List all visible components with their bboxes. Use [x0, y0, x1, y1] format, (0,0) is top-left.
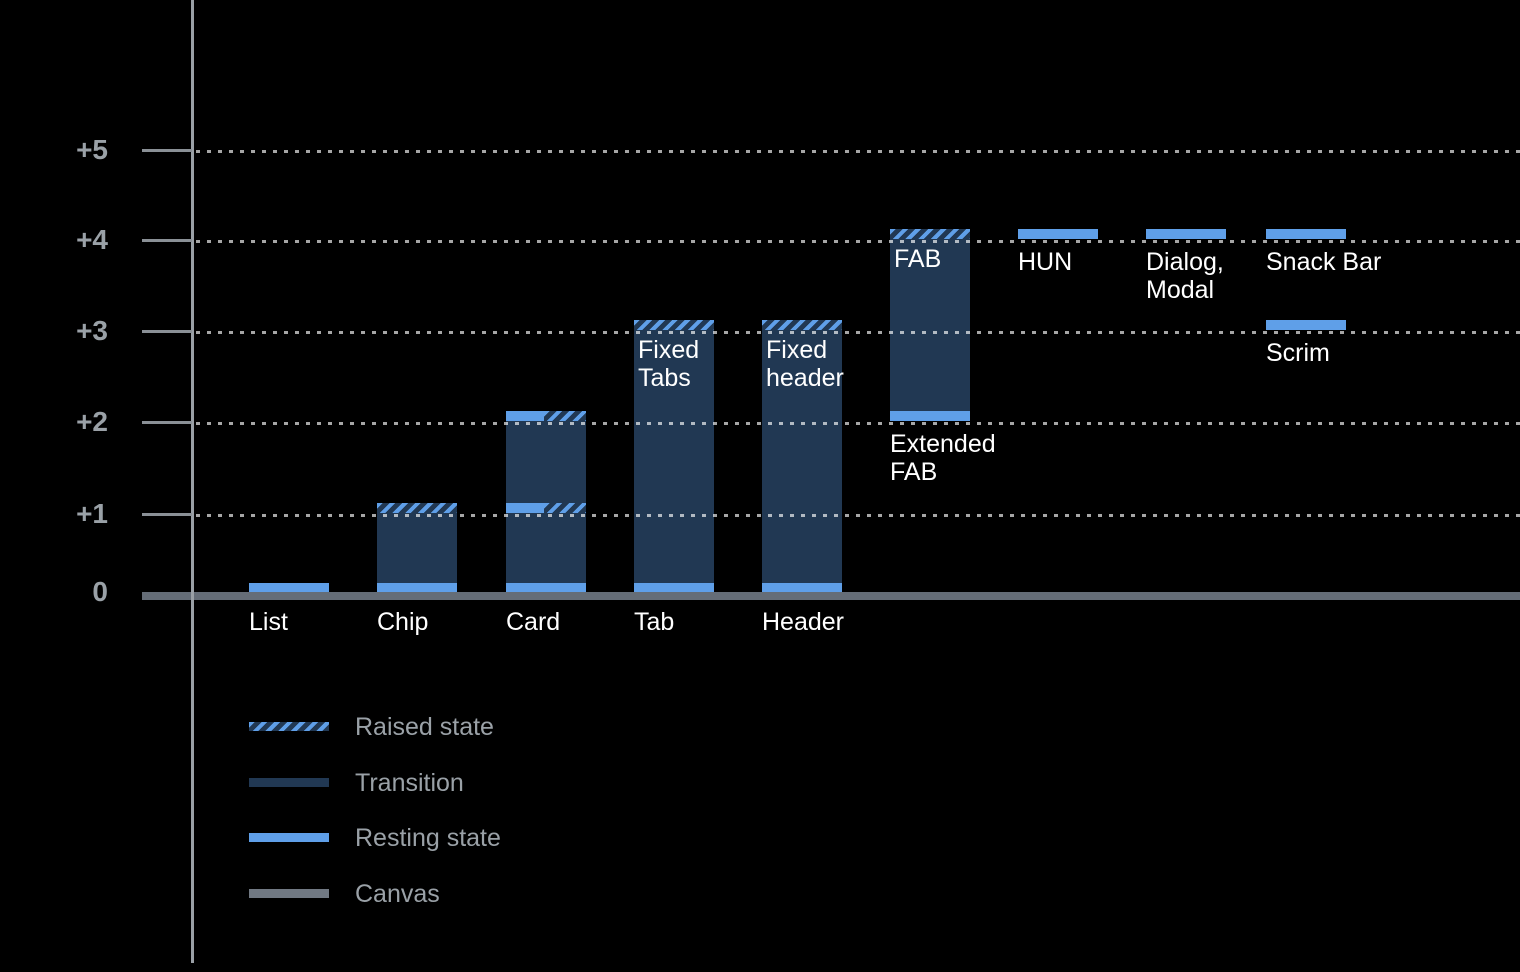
- legend-swatch-raised: [249, 722, 329, 731]
- segment-raised-tab: [634, 320, 714, 330]
- segment-raised-chip: [377, 503, 457, 513]
- category-label-card: Card: [506, 608, 561, 636]
- legend-row-transition: Transition: [249, 768, 669, 798]
- raised-part: [544, 503, 586, 513]
- legend-swatch-resting: [249, 833, 329, 843]
- legend-row-resting: Resting state: [249, 823, 669, 853]
- segment-resting-hun: [1018, 229, 1098, 239]
- bar-label-header: Fixed header: [766, 336, 844, 392]
- category-label-list: List: [249, 608, 288, 636]
- segment-transition-extended-fab: [890, 239, 970, 421]
- category-label-tab: Tab: [634, 608, 675, 636]
- segment-resting-list: [249, 583, 329, 592]
- legend-row-canvas: Canvas: [249, 879, 669, 909]
- below-label-hun: HUN: [1018, 248, 1073, 276]
- segment-transition-header: [762, 330, 842, 591]
- y-tick-label-+3: +3: [76, 315, 108, 346]
- legend-label-resting: Resting state: [355, 824, 501, 853]
- category-label-chip: Chip: [377, 608, 429, 636]
- grid-line-+5: [196, 150, 1520, 153]
- below-label-scrim: Scrim: [1266, 339, 1330, 367]
- legend-swatch-canvas: [249, 889, 329, 899]
- y-tick-+4: [142, 239, 192, 242]
- legend-row-raised: Raised state: [249, 712, 669, 742]
- bar-label-extended-fab: FAB: [894, 245, 942, 273]
- below-label-extended-fab: Extended FAB: [890, 430, 996, 486]
- segment-transition-card: [506, 421, 586, 513]
- segment-transition-tab: [634, 330, 714, 591]
- segment-raised-extended-fab: [890, 229, 970, 239]
- grid-line-+2: [196, 422, 1520, 425]
- y-tick-+1: [142, 513, 192, 516]
- bar-label-tab: Fixed Tabs: [638, 336, 700, 392]
- legend-label-transition: Transition: [355, 768, 464, 797]
- segment-resting-raised-card: [506, 411, 586, 421]
- segment-transition-card: [506, 513, 586, 591]
- segment-resting-header: [762, 583, 842, 592]
- segment-resting-extended-fab: [890, 411, 970, 421]
- y-tick-label-+1: +1: [76, 498, 108, 529]
- legend-label-raised: Raised state: [355, 713, 494, 741]
- legend-label-canvas: Canvas: [355, 880, 440, 909]
- resting-part: [506, 411, 545, 421]
- segment-resting-snack-bar: [1266, 229, 1346, 239]
- segment-resting-scrim: [1266, 320, 1346, 330]
- below-label-dialog-modal: Dialog, Modal: [1146, 248, 1224, 304]
- segment-resting-dialog-modal: [1146, 229, 1226, 239]
- y-tick-+2: [142, 421, 192, 424]
- y-tick-label-+2: +2: [76, 406, 108, 437]
- segment-resting-chip: [377, 583, 457, 592]
- grid-line-+1: [196, 514, 1520, 517]
- grid-line-+3: [196, 331, 1520, 334]
- segment-raised-header: [762, 320, 842, 330]
- y-tick-label-+4: +4: [76, 224, 108, 255]
- segment-resting-card: [506, 583, 586, 592]
- y-axis-line: [191, 0, 194, 963]
- y-tick-+3: [142, 330, 192, 333]
- raised-part: [544, 411, 586, 421]
- legend-swatch-transition: [249, 777, 329, 787]
- segment-resting-tab: [634, 583, 714, 592]
- resting-part: [506, 503, 545, 513]
- below-label-snack-bar: Snack Bar: [1266, 248, 1382, 276]
- segment-resting-raised-card: [506, 503, 586, 513]
- y-tick-label-+5: +5: [76, 134, 108, 165]
- grid-line-+4: [196, 240, 1520, 243]
- segment-transition-chip: [377, 513, 457, 591]
- category-label-header: Header: [762, 608, 844, 636]
- canvas-baseline: [142, 592, 1520, 600]
- y-tick-+5: [142, 149, 192, 152]
- y-tick-label-0: 0: [92, 576, 108, 607]
